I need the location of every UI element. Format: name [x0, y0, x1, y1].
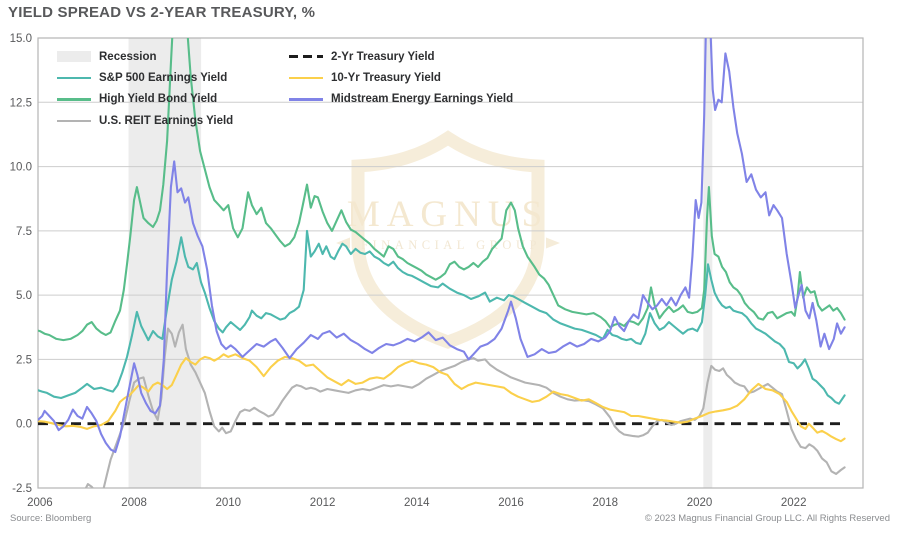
legend-label-sp500-earnings-yield: S&P 500 Earnings Yield	[99, 72, 228, 85]
x-axis-tick-label: 2018	[593, 497, 619, 509]
legend-label-high-yield-bond-yield: High Yield Bond Yield	[99, 93, 218, 106]
y-axis-tick-label: 0.0	[16, 419, 32, 431]
y-axis-tick-label: 2.5	[16, 354, 32, 366]
legend-column-1: Recession S&P 500 Earnings Yield High Yiel…	[57, 46, 233, 132]
copyright-note: © 2023 Magnus Financial Group LLC. All R…	[644, 513, 890, 524]
x-axis-tick-label: 2006	[27, 497, 53, 509]
source-note: Source: Bloomberg	[10, 513, 92, 524]
y-axis-tick-label: -2.5	[12, 483, 32, 495]
series-line-high-yield-bond-yield	[38, 38, 846, 342]
legend-swatch-high-yield-bond-yield-line-icon	[57, 98, 91, 101]
legend-label-us-reit-earnings-yield: U.S. REIT Earnings Yield	[99, 114, 234, 127]
chart-title: YIELD SPREAD VS 2-YEAR TREASURY, %	[8, 4, 316, 21]
legend-item-midstream-energy-earnings-yield: Midstream Energy Earnings Yield	[289, 89, 513, 110]
legend-item-us-reit-earnings-yield: U.S. REIT Earnings Yield	[57, 110, 233, 131]
watermark-subtitle: FINANCIAL GROUP	[361, 238, 541, 252]
series-line-sp500-earnings-yield	[38, 229, 846, 405]
x-axis-tick-label: 2008	[121, 497, 147, 509]
legend-item-2yr-treasury-yield: 2-Yr Treasury Yield	[289, 46, 513, 67]
legend-column-2: 2-Yr Treasury Yield 10-Yr Treasury Yield M…	[289, 46, 513, 110]
legend-swatch-10yr-treasury-yield-line-icon	[289, 76, 323, 80]
x-axis-tick-label: 2022	[781, 497, 807, 509]
y-axis-tick-label: 15.0	[10, 33, 32, 45]
legend-label-midstream-energy-earnings-yield: Midstream Energy Earnings Yield	[331, 93, 514, 106]
plot-border	[37, 37, 864, 489]
recession-band-1	[128, 38, 202, 488]
legend-item-recession: Recession	[57, 46, 233, 67]
legend-swatch-sp500-earnings-yield-line-icon	[57, 76, 91, 80]
legend-swatch-2yr-treasury-yield-line-icon	[289, 55, 323, 59]
legend-label-10yr-treasury-yield: 10-Yr Treasury Yield	[331, 72, 441, 85]
y-axis-tick-label: 10.0	[10, 162, 32, 174]
watermark-right-arrow-icon	[546, 237, 560, 249]
legend-swatch-midstream-energy-earnings-yield-line-icon	[289, 98, 323, 101]
x-axis-tick-label: 2012	[310, 497, 336, 509]
legend-swatch-us-reit-earnings-yield-line-icon	[57, 119, 91, 123]
series-line-us-reit-earnings-yield	[84, 323, 846, 488]
legend-item-10yr-treasury-yield: 10-Yr Treasury Yield	[289, 67, 513, 88]
x-axis-tick-label: 2014	[404, 497, 430, 509]
watermark-name: MAGNUS	[347, 194, 549, 235]
x-axis-tick-label: 2010	[216, 497, 242, 509]
recession-band-2	[703, 38, 713, 488]
legend-item-high-yield-bond-yield: High Yield Bond Yield	[57, 89, 233, 110]
y-axis-tick-label: 5.0	[16, 290, 32, 302]
legend-label-2yr-treasury-yield: 2-Yr Treasury Yield	[331, 50, 435, 63]
series-line-midstream-energy-earnings-yield	[38, 38, 846, 454]
y-axis-tick-label: 12.5	[10, 97, 32, 109]
y-axis-tick-label: 7.5	[16, 226, 32, 238]
legend-swatch-recession	[57, 51, 91, 63]
x-axis-tick-label: 2016	[498, 497, 524, 509]
watermark-logo: MAGNUS FINANCIAL GROUP	[336, 130, 560, 349]
legend-item-sp500-earnings-yield: S&P 500 Earnings Yield	[57, 67, 233, 88]
series-line-10yr-treasury-yield	[38, 353, 846, 443]
x-axis-tick-label: 2020	[687, 497, 713, 509]
legend-label-recession: Recession	[99, 50, 157, 63]
